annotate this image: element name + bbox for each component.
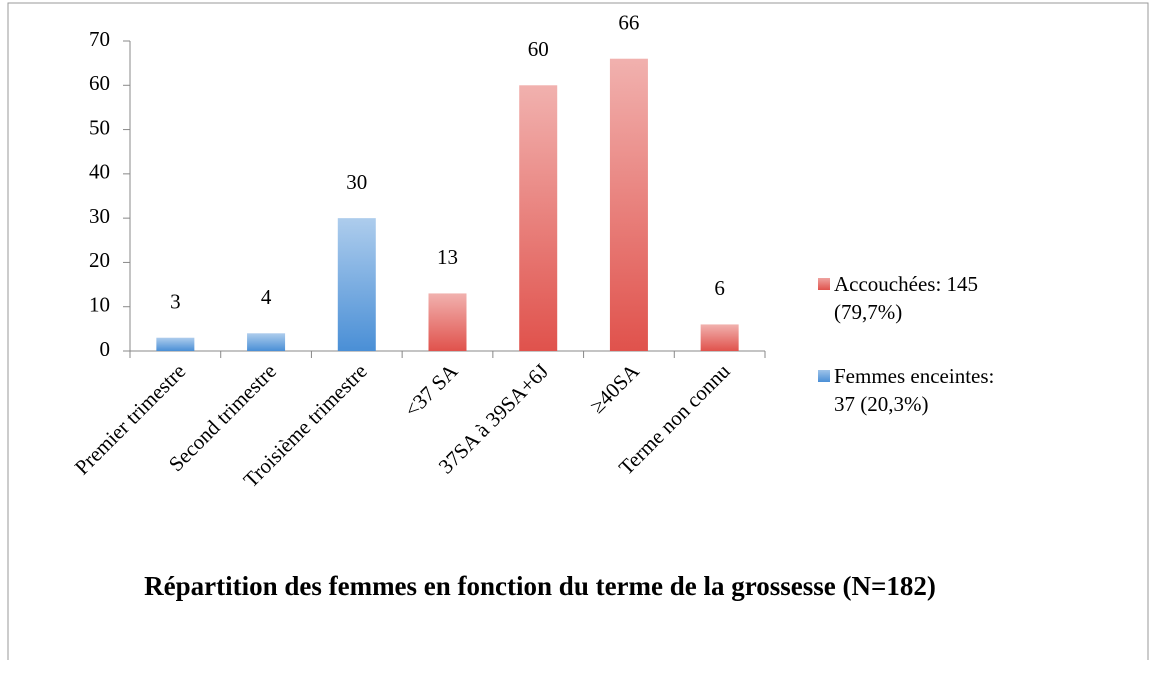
- data-label: 13: [437, 245, 458, 269]
- bar: [519, 85, 558, 352]
- legend-swatch: [818, 370, 830, 382]
- legend-swatch: [818, 278, 830, 290]
- bar: [337, 218, 376, 351]
- bar: [700, 324, 739, 351]
- y-tick-label: 10: [89, 293, 110, 317]
- data-label: 30: [346, 170, 367, 194]
- bar: [609, 58, 648, 351]
- y-tick-label: 40: [89, 160, 110, 184]
- y-tick-label: 50: [89, 115, 110, 139]
- frame: [7, 2, 1149, 660]
- legend-item: Accouchées: 145 (79,7%): [818, 270, 1018, 326]
- x-tick-label: <37 SA: [400, 358, 463, 421]
- bar: [247, 333, 286, 351]
- y-tick-label: 30: [89, 204, 110, 228]
- bar: [156, 337, 195, 351]
- chart-title: Répartition des femmes en fonction du te…: [144, 571, 936, 601]
- bar: [428, 293, 467, 351]
- legend-label: Femmes enceintes: 37 (20,3%): [834, 364, 995, 416]
- y-tick-label: 70: [89, 27, 110, 51]
- y-tick-label: 20: [89, 248, 110, 272]
- data-label: 66: [618, 11, 639, 35]
- data-label: 60: [528, 37, 549, 61]
- y-tick-label: 60: [89, 71, 110, 95]
- x-tick-label: ≥40SA: [585, 358, 645, 418]
- data-label: 3: [170, 290, 181, 314]
- legend: Accouchées: 145 (79,7%) Femmes enceintes:…: [818, 270, 1018, 454]
- y-tick-label: 0: [100, 337, 111, 361]
- data-label: 6: [714, 276, 725, 300]
- legend-label: Accouchées: 145 (79,7%): [834, 272, 979, 324]
- legend-item: Femmes enceintes: 37 (20,3%): [818, 362, 1018, 418]
- data-label: 4: [261, 285, 272, 309]
